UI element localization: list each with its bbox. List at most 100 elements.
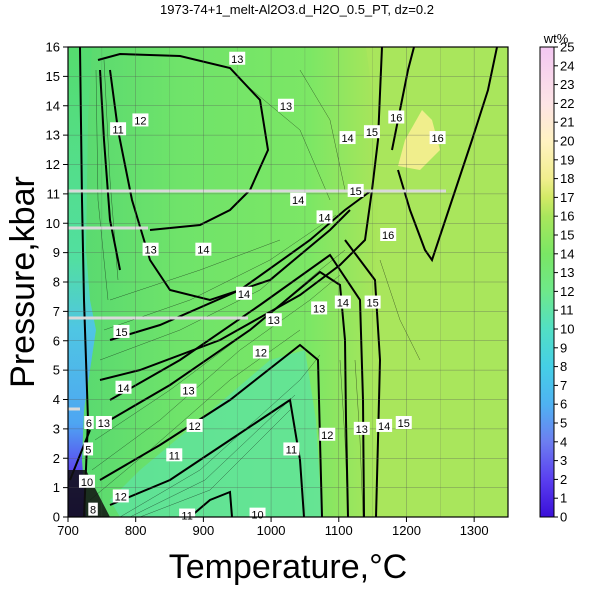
y-tick-label: 8	[53, 275, 60, 290]
contour-label: 16	[429, 131, 446, 145]
contour-label-bg	[395, 416, 412, 429]
contour-label-text: 15	[398, 418, 410, 430]
contour-label-bg	[265, 313, 282, 327]
contour-label: 14	[376, 418, 393, 433]
contour-label-text: 11	[112, 124, 123, 136]
dense-contour-band	[68, 470, 110, 517]
contour-label: 10	[78, 474, 95, 489]
colorbar-tick-label: 3	[560, 453, 567, 468]
colorbar-tick-label: 17	[560, 190, 574, 205]
y-tick-label: 11	[47, 186, 61, 201]
contour-label-bg	[113, 324, 130, 338]
contour-label-bg	[112, 489, 129, 503]
colorbar-tick-label: 21	[560, 115, 574, 130]
contour-label-bg	[115, 380, 132, 394]
contour-label-bg	[380, 228, 397, 241]
contour-label-text: 10	[251, 510, 263, 522]
y-tick-label: 13	[46, 128, 60, 143]
y-tick-label: 0	[53, 510, 60, 525]
contour-label: 13	[311, 301, 328, 315]
thin-contour	[379, 259, 421, 361]
contour-label-text: 12	[321, 430, 333, 442]
contour-label-bg	[88, 502, 98, 516]
colorbar-tick-label: 15	[560, 228, 574, 243]
colorbar-tick-label: 0	[560, 510, 567, 525]
contour-label-bg	[95, 416, 112, 429]
colorbar-tick-label: 7	[560, 378, 567, 393]
colorbar-tick-label: 2	[560, 472, 567, 487]
thin-contour	[239, 79, 331, 201]
contour-11	[99, 69, 121, 271]
y-tick-label: 12	[46, 157, 60, 172]
contour-label-text: 15	[115, 327, 127, 339]
contour-label: 13	[95, 416, 112, 430]
contour-label-text: 14	[117, 383, 129, 395]
y-tick-label: 4	[53, 392, 60, 407]
contour-label: 13	[265, 313, 282, 327]
contour-15-lower	[344, 239, 382, 517]
contour-label-bg	[84, 416, 94, 429]
contour-label-text: 13	[268, 315, 280, 327]
contour-label: 5	[83, 442, 94, 456]
y-tick-label: 2	[53, 451, 60, 466]
contour-label: 10	[249, 507, 266, 522]
contour-label: 14	[195, 242, 212, 257]
colorbar-tick-label: 8	[560, 359, 567, 374]
y-tick-label: 9	[53, 245, 60, 260]
contour-13-top	[97, 52, 270, 231]
x-tick-label: 1300	[460, 523, 489, 538]
contour-labels: 13 13 12 11 16 15 14 16 14 15 14 16 13 14 14 14 15 13 13 15…	[78, 51, 446, 523]
contour-label-bg	[347, 183, 364, 197]
x-tick-label: 700	[57, 523, 79, 538]
thin-contour	[139, 409, 291, 517]
contour-label-bg	[236, 286, 252, 300]
colorbar-tick-label: 22	[560, 96, 574, 111]
chart-title: 1973-74+1_melt-Al2O3.d_H2O_0.5_PT, dz=0.…	[160, 2, 434, 17]
contour-label-text: 13	[144, 245, 156, 257]
contour-label-text: 12	[134, 115, 146, 127]
contour-label-text: 13	[182, 386, 194, 398]
y-tick-label: 10	[46, 216, 60, 231]
contour-label: 13	[180, 383, 197, 398]
contour-label-bg	[319, 427, 336, 441]
colorbar-tick-label: 12	[560, 284, 574, 299]
contour-11-lower	[109, 398, 305, 517]
contour-label-text: 14	[318, 212, 330, 224]
contour-label: 15	[395, 416, 412, 430]
colorbar: wt% 012345678910111213141516171819202122…	[539, 31, 574, 525]
contour-label-bg	[83, 442, 94, 456]
contour-label: 6	[84, 416, 94, 430]
contour-label: 12	[186, 418, 203, 433]
contour-label: 14	[334, 295, 351, 310]
contour-label-text: 6	[86, 418, 92, 430]
thin-contour	[91, 274, 341, 471]
x-axis: 700 800 900 1000 1100 1200 1300	[57, 517, 489, 538]
contour-label: 14	[290, 192, 307, 207]
x-tick-label: 1100	[325, 523, 353, 538]
contour-label-text: 5	[85, 444, 91, 456]
contour-label-bg	[179, 508, 196, 522]
contour-12	[109, 69, 351, 302]
contour-label: 14	[236, 286, 252, 301]
contour-label-bg	[277, 98, 294, 112]
contour-label-bg	[142, 242, 159, 256]
contour-label-text: 14	[292, 195, 304, 207]
contour-label-text: 15	[366, 127, 378, 139]
contour-label-bg	[376, 418, 393, 432]
y-tick-label: 7	[53, 304, 60, 319]
thin-contour	[119, 354, 321, 517]
contour-label-text: 13	[280, 101, 292, 113]
contour-label: 14	[115, 380, 132, 395]
colorbar-tick-label: 11	[560, 303, 574, 318]
x-tick-label: 1000	[257, 523, 286, 538]
contour-label: 14	[339, 131, 356, 145]
contour-label-bg	[180, 383, 197, 397]
contour-label-bg	[316, 210, 333, 224]
contour-label-text: 14	[341, 133, 353, 145]
colorbar-tick-label: 25	[560, 40, 574, 55]
colorbar-tick-label: 14	[560, 246, 574, 261]
contour-label: 16	[388, 110, 405, 125]
x-axis-title: Temperature,°C	[169, 548, 407, 586]
contour-label-text: 15	[350, 186, 362, 198]
x-tick-label: 800	[125, 523, 147, 538]
